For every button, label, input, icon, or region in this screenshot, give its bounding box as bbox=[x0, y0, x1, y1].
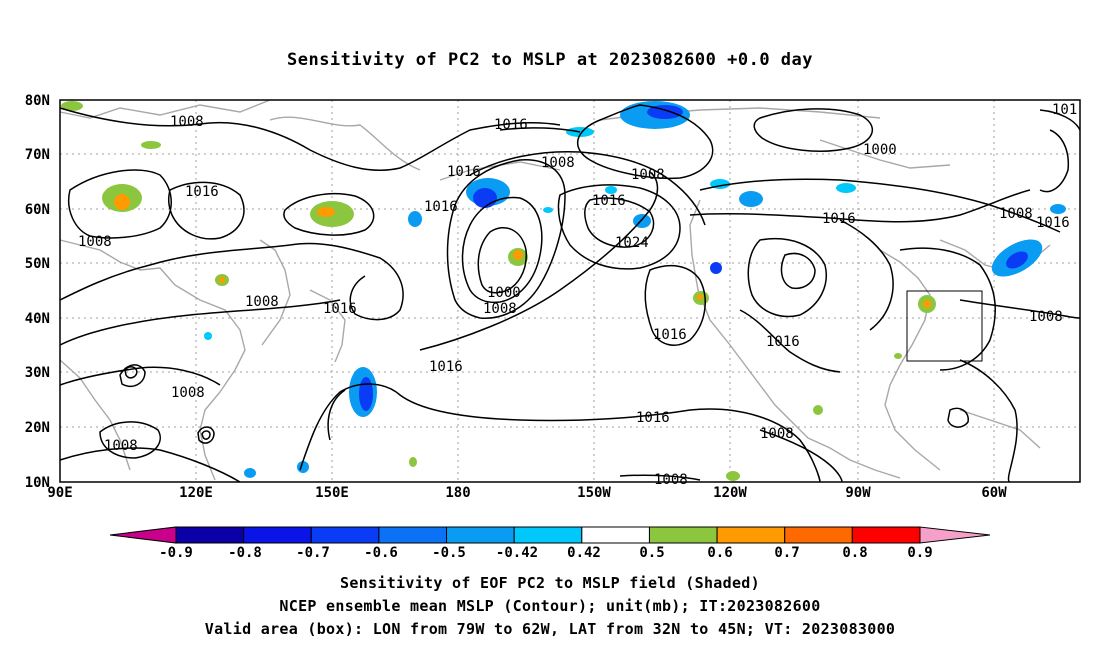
colorbar-segment bbox=[581, 526, 650, 544]
contour-labels: 1008 1016 1016 1008 1008 1016 1008 1000 … bbox=[78, 102, 1077, 488]
colorbar-segment bbox=[851, 526, 921, 544]
lon-label: 60W bbox=[981, 485, 1007, 501]
caption-line-1: Sensitivity of EOF PC2 to MSLP field (Sh… bbox=[340, 574, 760, 592]
latitude-labels: 80N 70N 60N 50N 40N 30N 20N 10N bbox=[25, 93, 50, 491]
colorbar-label: 0.9 bbox=[907, 545, 932, 561]
lat-label: 60N bbox=[25, 202, 50, 218]
colorbar-segment bbox=[716, 526, 786, 544]
contour-label: 1016 bbox=[766, 334, 800, 350]
colorbar-label: 0.6 bbox=[707, 545, 732, 561]
map-frame bbox=[59, 99, 1081, 483]
colorbar-label: -0.6 bbox=[364, 545, 398, 561]
lat-label: 10N bbox=[25, 475, 50, 491]
contour-label: 1008 bbox=[760, 426, 794, 442]
contour-label: 1008 bbox=[654, 472, 688, 488]
contour-label: 1016 bbox=[822, 211, 856, 227]
colorbar-segment bbox=[175, 526, 245, 544]
lon-label: 120E bbox=[179, 485, 213, 501]
lon-label: 90E bbox=[47, 485, 72, 501]
contour-label: 1000 bbox=[863, 142, 897, 158]
colorbar-low-arrow bbox=[109, 526, 177, 544]
contour-label: 1008 bbox=[104, 438, 138, 454]
colorbar-segment bbox=[243, 526, 312, 544]
colorbar-label: -0.8 bbox=[228, 545, 262, 561]
mslp-contours bbox=[59, 104, 1081, 483]
lon-label: 180 bbox=[445, 485, 470, 501]
contour-label: 1016 bbox=[323, 301, 357, 317]
lat-label: 30N bbox=[25, 365, 50, 381]
lat-label: 40N bbox=[25, 311, 50, 327]
colorbar-label: 0.5 bbox=[639, 545, 664, 561]
contour-label: 1000 bbox=[487, 285, 521, 301]
lon-label: 150E bbox=[315, 485, 349, 501]
colorbar-label: 0.42 bbox=[567, 545, 601, 561]
grid-lines bbox=[60, 100, 1080, 482]
valid-area-box bbox=[906, 290, 983, 362]
contour-label: 1016 bbox=[429, 359, 463, 375]
colorbar-label: 0.8 bbox=[842, 545, 867, 561]
colorbar-label: -0.5 bbox=[432, 545, 466, 561]
contour-label: 1008 bbox=[245, 294, 279, 310]
colorbar-segment bbox=[648, 526, 718, 544]
contour-label: 1008 bbox=[541, 155, 575, 171]
lat-label: 70N bbox=[25, 147, 50, 163]
contour-label: 1016 bbox=[424, 199, 458, 215]
map-title: Sensitivity of PC2 to MSLP at 2023082600… bbox=[286, 50, 813, 70]
contour-label: 1008 bbox=[999, 206, 1033, 222]
caption-line-2: NCEP ensemble mean MSLP (Contour); unit(… bbox=[279, 597, 821, 615]
colorbar-label: -0.7 bbox=[296, 545, 330, 561]
lon-label: 150W bbox=[577, 485, 611, 501]
colorbar-labels: -0.9 -0.8 -0.7 -0.6 -0.5 -0.42 0.42 0.5 … bbox=[159, 545, 933, 561]
lon-label: 120W bbox=[713, 485, 747, 501]
colorbar-label: 0.7 bbox=[774, 545, 799, 561]
colorbar-segment bbox=[513, 526, 583, 544]
contour-label: 1016 bbox=[185, 184, 219, 200]
colorbar-segment bbox=[378, 526, 448, 544]
contour-label: 101 bbox=[1052, 102, 1077, 118]
contour-label: 1008 bbox=[1029, 309, 1063, 325]
colorbar-segment bbox=[784, 526, 853, 544]
lat-label: 20N bbox=[25, 420, 50, 436]
colorbar-high-arrow bbox=[919, 526, 991, 544]
contour-label: 1016 bbox=[447, 164, 481, 180]
lat-label: 50N bbox=[25, 256, 50, 272]
contour-label: 1016 bbox=[636, 410, 670, 426]
contour-label: 1008 bbox=[631, 167, 665, 183]
contour-label: 1008 bbox=[170, 114, 204, 130]
contour-label: 1016 bbox=[494, 117, 528, 133]
lon-label: 90W bbox=[845, 485, 871, 501]
colorbar-label: -0.9 bbox=[159, 545, 193, 561]
contour-label: 1016 bbox=[1036, 215, 1070, 231]
contour-label: 1008 bbox=[483, 301, 517, 317]
caption-line-3: Valid area (box): LON from 79W to 62W, L… bbox=[204, 620, 896, 638]
longitude-labels: 90E 120E 150E 180 150W 120W 90W 60W bbox=[47, 485, 1007, 501]
contour-label: 1008 bbox=[78, 234, 112, 250]
colorbar-label: -0.42 bbox=[496, 545, 538, 561]
contour-label: 1016 bbox=[653, 327, 687, 343]
colorbar-segment bbox=[310, 526, 380, 544]
lat-label: 80N bbox=[25, 93, 50, 109]
contour-label: 1016 bbox=[592, 193, 626, 209]
colorbar-segment bbox=[446, 526, 515, 544]
contour-label: 1008 bbox=[171, 385, 205, 401]
colorbar bbox=[109, 526, 991, 544]
contour-label: 1024 bbox=[615, 235, 649, 251]
